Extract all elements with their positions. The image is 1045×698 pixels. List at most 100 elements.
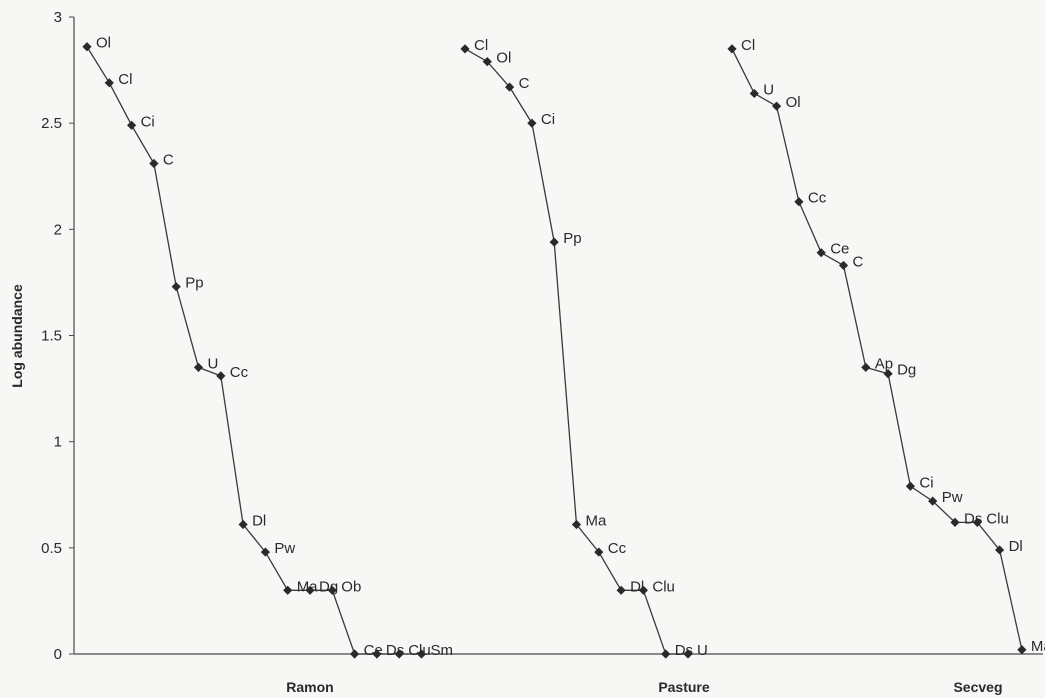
y-tick-label: 1.5	[41, 328, 62, 345]
data-point-label: U	[697, 642, 708, 659]
data-point-label: Ce	[830, 241, 849, 258]
data-point-marker	[171, 282, 181, 292]
data-point-label: Ci	[919, 474, 933, 491]
y-tick-label: 0.5	[41, 540, 62, 557]
data-point-marker	[594, 547, 604, 557]
series-line	[731, 48, 1023, 650]
data-point-label: U	[763, 81, 774, 98]
data-point-marker	[260, 547, 270, 557]
data-point-label: Cl	[741, 37, 755, 54]
y-tick-label: 3	[54, 9, 62, 26]
data-point-label: Ma	[297, 578, 318, 595]
data-point-marker	[305, 585, 315, 595]
data-point-label: Ol	[496, 50, 511, 67]
data-point-label: Ci	[541, 111, 555, 128]
data-point-label: Cc	[608, 540, 627, 557]
series-line	[464, 48, 688, 655]
data-point-label: Sm	[431, 642, 454, 659]
data-point-marker	[549, 237, 559, 247]
data-point-label: Clu	[652, 578, 675, 595]
y-tick-label: 0	[54, 646, 62, 663]
data-point-label: Ce	[364, 642, 383, 659]
data-point-marker	[127, 120, 137, 130]
data-point-label: Dl	[252, 512, 266, 529]
data-point-label: Ap	[875, 355, 893, 372]
y-tick-label: 2.5	[41, 115, 62, 132]
data-point-label: Ci	[141, 113, 155, 130]
data-point-marker	[416, 649, 427, 659]
y-ticks: 0 0.5 1 1.5 2 2.5 3	[41, 9, 74, 663]
data-point-marker	[838, 260, 849, 271]
x-category-label: Ramon	[286, 679, 333, 695]
data-point-label: Ol	[96, 35, 111, 52]
series-line	[86, 46, 422, 655]
axes	[73, 17, 1043, 655]
data-point-marker	[661, 649, 671, 659]
data-point-marker	[928, 496, 938, 506]
data-point-marker	[104, 78, 114, 88]
y-tick-label: 1	[54, 434, 62, 451]
data-point-label: Ma	[1031, 638, 1045, 655]
data-point-marker	[972, 517, 982, 527]
data-point-label: C	[163, 152, 174, 169]
data-point-marker	[482, 56, 492, 67]
data-point-marker	[460, 44, 470, 54]
data-point-label: Ob	[341, 578, 361, 595]
data-point-label: Cc	[808, 190, 827, 207]
data-point-marker	[571, 519, 582, 530]
data-point-label: Cl	[474, 37, 488, 54]
data-point-label: Ds	[964, 510, 982, 527]
data-point-label: Ds	[675, 642, 693, 659]
data-point-marker	[1017, 645, 1027, 655]
data-point-marker	[683, 649, 693, 659]
data-point-label: Pp	[185, 275, 203, 292]
y-tick-label: 2	[54, 221, 62, 238]
data-point-label: Dg	[897, 362, 916, 379]
group-labels: Ramon Pasture Secveg	[286, 679, 1002, 695]
y-axis-label: Log abundance	[9, 284, 25, 388]
data-point-label: Cl	[118, 71, 132, 88]
data-point-label: Cc	[230, 364, 249, 381]
data-point-marker	[283, 585, 293, 595]
data-point-marker	[905, 481, 915, 491]
data-point-label: Pp	[563, 230, 581, 247]
data-point-marker	[149, 158, 159, 169]
data-point-label: Ds	[386, 642, 404, 659]
data-point-marker	[327, 585, 337, 595]
data-point-label: U	[208, 355, 219, 372]
data-point-marker	[861, 362, 871, 372]
data-point-marker	[216, 371, 226, 381]
data-point-marker	[238, 519, 248, 530]
data-point-marker	[394, 649, 404, 659]
data-point-marker	[816, 248, 826, 258]
data-point-label: Dl	[1009, 538, 1023, 555]
data-point-marker	[82, 42, 92, 52]
data-point-marker	[193, 362, 204, 372]
data-point-marker	[727, 44, 737, 54]
data-point-marker	[505, 82, 515, 92]
data-point-label: Ma	[586, 512, 607, 529]
data-point-marker	[616, 585, 626, 595]
data-point-label: C	[519, 75, 530, 92]
data-point-marker	[995, 545, 1005, 555]
data-point-marker	[749, 88, 759, 99]
data-point-label: C	[853, 253, 864, 270]
data-point-marker	[950, 517, 960, 527]
data-point-marker	[883, 369, 893, 379]
x-category-label: Secveg	[953, 679, 1002, 695]
data-point-label: Dg	[319, 578, 338, 595]
data-point-marker	[372, 649, 382, 659]
data-point-marker	[794, 197, 804, 207]
data-point-label: Clu	[986, 510, 1009, 527]
data-point-marker	[638, 585, 648, 595]
x-category-label: Pasture	[658, 679, 710, 695]
data-point-marker	[772, 101, 782, 111]
data-point-marker	[350, 649, 360, 659]
data-point-label: Pw	[274, 540, 295, 557]
data-point-label: Ol	[786, 94, 801, 111]
